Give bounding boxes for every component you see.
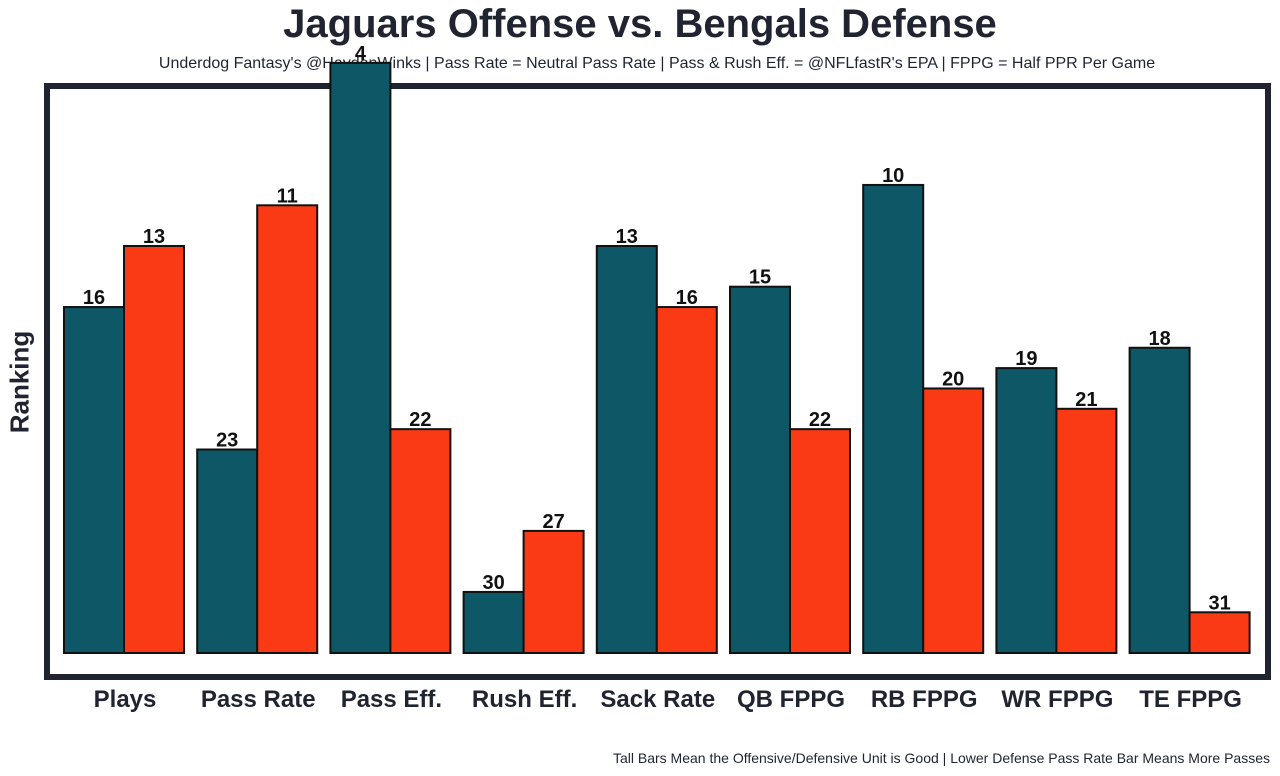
category-label: QB FPPG	[737, 686, 845, 713]
value-label: 22	[409, 409, 431, 431]
value-label: 31	[1208, 592, 1230, 614]
bar-defense-pass-rate	[256, 204, 319, 655]
bar-offense-rb-fppg	[862, 183, 925, 654]
category-label: Pass Rate	[201, 686, 316, 713]
bar-defense-sack-rate	[655, 306, 718, 654]
value-label: 10	[882, 165, 904, 187]
value-label: 21	[1075, 389, 1097, 411]
bar-defense-rush-eff	[522, 529, 585, 655]
category-label: Sack Rate	[600, 686, 715, 713]
category-label: Rush Eff.	[472, 686, 577, 713]
bar-defense-plays	[123, 245, 185, 654]
value-label: 27	[542, 511, 564, 533]
bar-defense-te-fppg	[1188, 611, 1251, 654]
bar-offense-rush-eff	[462, 590, 525, 655]
bar-defense-qb-fppg	[789, 428, 851, 654]
chart-subtitle: Underdog Fantasy's @HaydenWinks | Pass R…	[158, 55, 1156, 72]
value-label: 13	[143, 226, 165, 248]
category-label: TE FPPG	[1139, 686, 1242, 713]
chart-title: Jaguars Offense vs. Bengals Defense	[283, 2, 997, 46]
value-label: 13	[616, 226, 638, 248]
value-label: 30	[482, 572, 504, 594]
value-label: 23	[216, 430, 238, 452]
bar-offense-te-fppg	[1128, 346, 1191, 654]
category-label: Plays	[94, 686, 157, 713]
bar-defense-rb-fppg	[922, 387, 985, 654]
plot-frame	[44, 83, 1271, 680]
bar-offense-sack-rate	[595, 245, 658, 654]
category-label: RB FPPG	[871, 686, 978, 713]
category-label: WR FPPG	[1001, 686, 1113, 713]
value-label: 15	[749, 267, 771, 289]
value-label: 4	[355, 43, 367, 65]
category-labels-group: Plays Pass Rate Pass Eff. Rush Eff. Sack Rat…	[94, 686, 1242, 713]
value-label: 19	[1015, 348, 1037, 370]
value-label: 22	[809, 409, 831, 431]
value-labels-group: 16 13 23 11 4 22 30 27 13 16 15 22 10 20 19 21 18 31	[83, 43, 1231, 614]
value-label: 11	[277, 185, 298, 207]
category-label: Pass Eff.	[341, 686, 442, 713]
bar-offense-pass-rate	[196, 448, 259, 654]
bar-defense-wr-fppg	[1055, 407, 1118, 654]
value-label: 16	[676, 287, 698, 309]
bar-offense-wr-fppg	[995, 367, 1058, 654]
value-label: 18	[1148, 328, 1170, 350]
bar-offense-qb-fppg	[729, 285, 791, 654]
bar-defense-pass-eff	[389, 428, 452, 654]
value-label: 20	[942, 368, 964, 390]
bar-offense-plays	[63, 306, 125, 654]
chart-footer-note: Tall Bars Mean the Offensive/Defensive U…	[612, 750, 1270, 766]
value-label: 16	[83, 287, 105, 309]
bar-offense-pass-eff	[329, 61, 392, 655]
bars-group	[63, 61, 1251, 655]
